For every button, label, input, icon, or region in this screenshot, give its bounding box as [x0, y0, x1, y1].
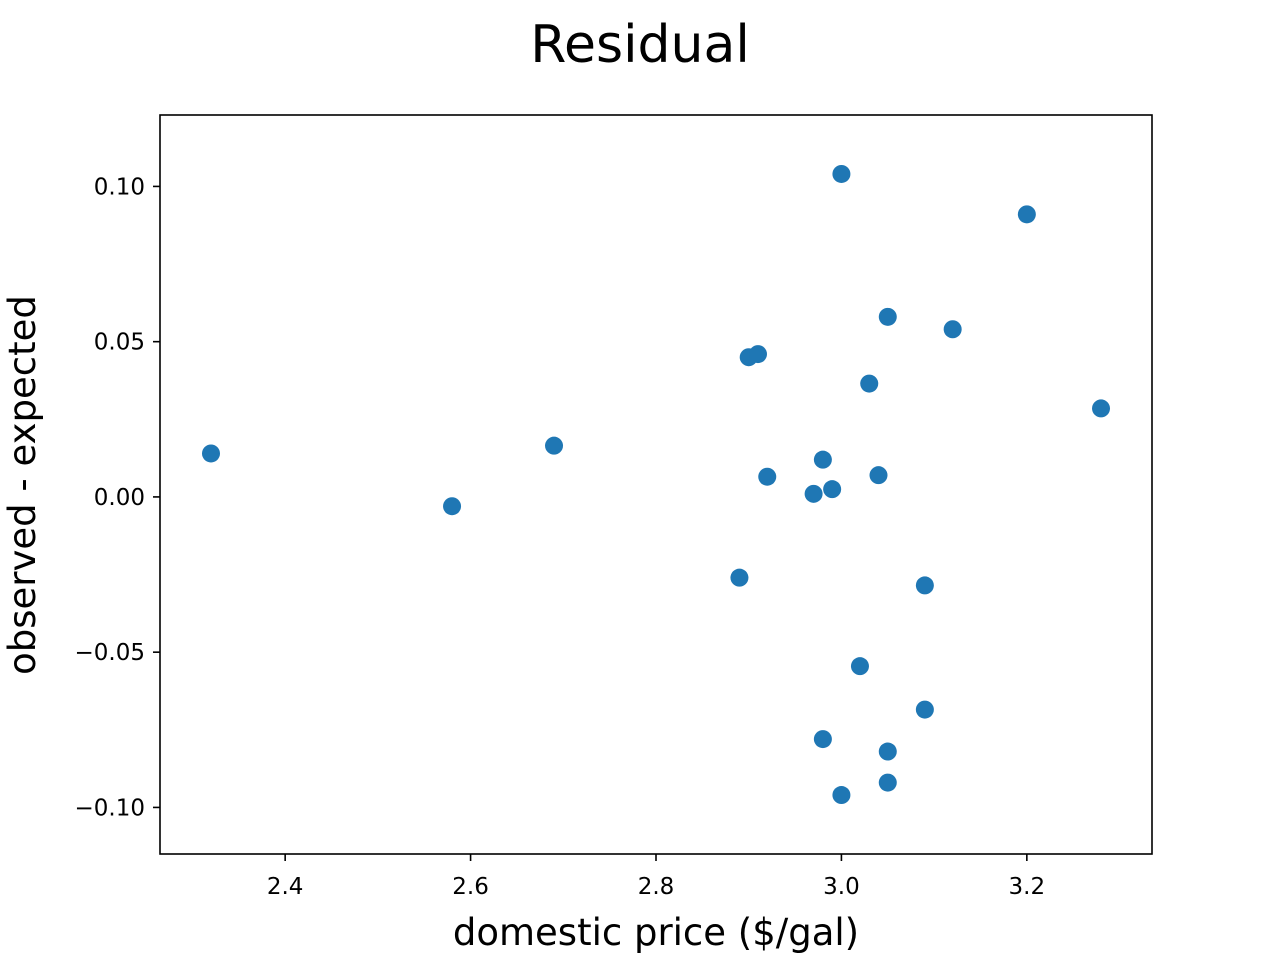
data-point [850, 657, 869, 676]
data-point [943, 320, 962, 339]
data-point [915, 700, 934, 719]
y-tick-label: 0.10 [94, 174, 145, 200]
x-tick-label: 3.0 [823, 874, 860, 900]
data-point [869, 466, 888, 485]
x-axis-label: domestic price ($/gal) [453, 911, 859, 954]
data-point [860, 374, 879, 393]
data-point [823, 480, 842, 499]
x-axis-ticks: 2.4 2.6 2.8 3.0 3.2 [267, 854, 1045, 900]
data-point [878, 307, 897, 326]
y-axis-ticks: 0.10 0.05 0.00 −0.05 −0.10 [75, 174, 160, 821]
x-tick-label: 2.6 [452, 874, 489, 900]
data-point [878, 742, 897, 761]
data-point [201, 444, 220, 463]
y-axis-label: observed - expected [1, 295, 44, 675]
data-point [832, 164, 851, 183]
data-point [748, 345, 767, 364]
x-tick-label: 2.8 [638, 874, 675, 900]
data-point [1092, 399, 1111, 418]
chart-title: Residual [530, 15, 750, 75]
data-point [878, 773, 897, 792]
data-point [443, 497, 462, 516]
y-tick-label: −0.05 [75, 640, 145, 666]
data-point [1017, 205, 1036, 224]
data-point [804, 484, 823, 503]
x-tick-label: 3.2 [1009, 874, 1046, 900]
y-tick-label: −0.10 [75, 795, 145, 821]
y-tick-label: 0.00 [94, 485, 145, 511]
data-point [832, 786, 851, 805]
x-tick-label: 2.4 [267, 874, 304, 900]
data-point [915, 576, 934, 595]
data-point [545, 436, 564, 455]
data-points [201, 164, 1111, 805]
data-point [730, 568, 749, 587]
data-point [758, 467, 777, 486]
data-point [813, 730, 832, 749]
y-tick-label: 0.05 [94, 330, 145, 356]
data-point [813, 450, 832, 469]
plot-frame [159, 114, 1153, 855]
